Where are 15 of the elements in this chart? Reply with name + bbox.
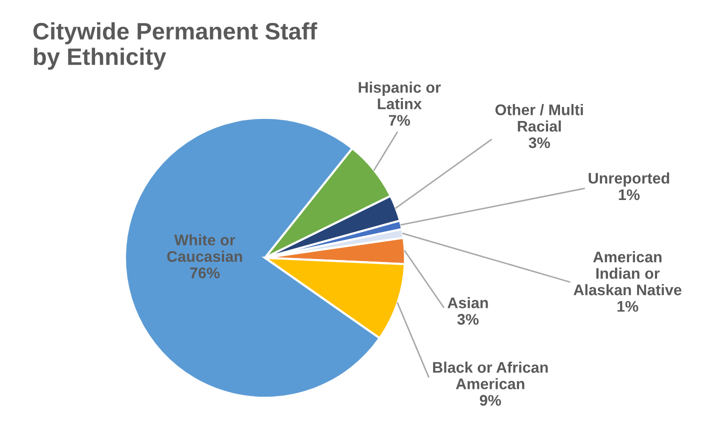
slice-label: Other / Multi Racial bbox=[495, 104, 583, 132]
chart-title: Citywide Permanent Staff by Ethnicity bbox=[33, 22, 318, 70]
data-label: 1% bbox=[618, 189, 640, 200]
slice-label: Black or African American bbox=[433, 362, 548, 390]
data-label: 76% bbox=[190, 268, 220, 278]
slice-label: Asian bbox=[448, 297, 488, 308]
slice-label: White or Caucasian bbox=[167, 234, 242, 262]
data-label: 9% bbox=[480, 394, 502, 406]
slice-label: Unreported bbox=[588, 172, 670, 187]
data-label: 3% bbox=[528, 137, 550, 148]
data-label: 1% bbox=[618, 300, 638, 312]
slice-label: American Indian or Alaskan Native bbox=[574, 251, 682, 296]
data-label: 3% bbox=[457, 314, 479, 325]
data-label: 7% bbox=[388, 114, 410, 126]
slice-label: Hispanic or Latinx bbox=[358, 82, 441, 110]
